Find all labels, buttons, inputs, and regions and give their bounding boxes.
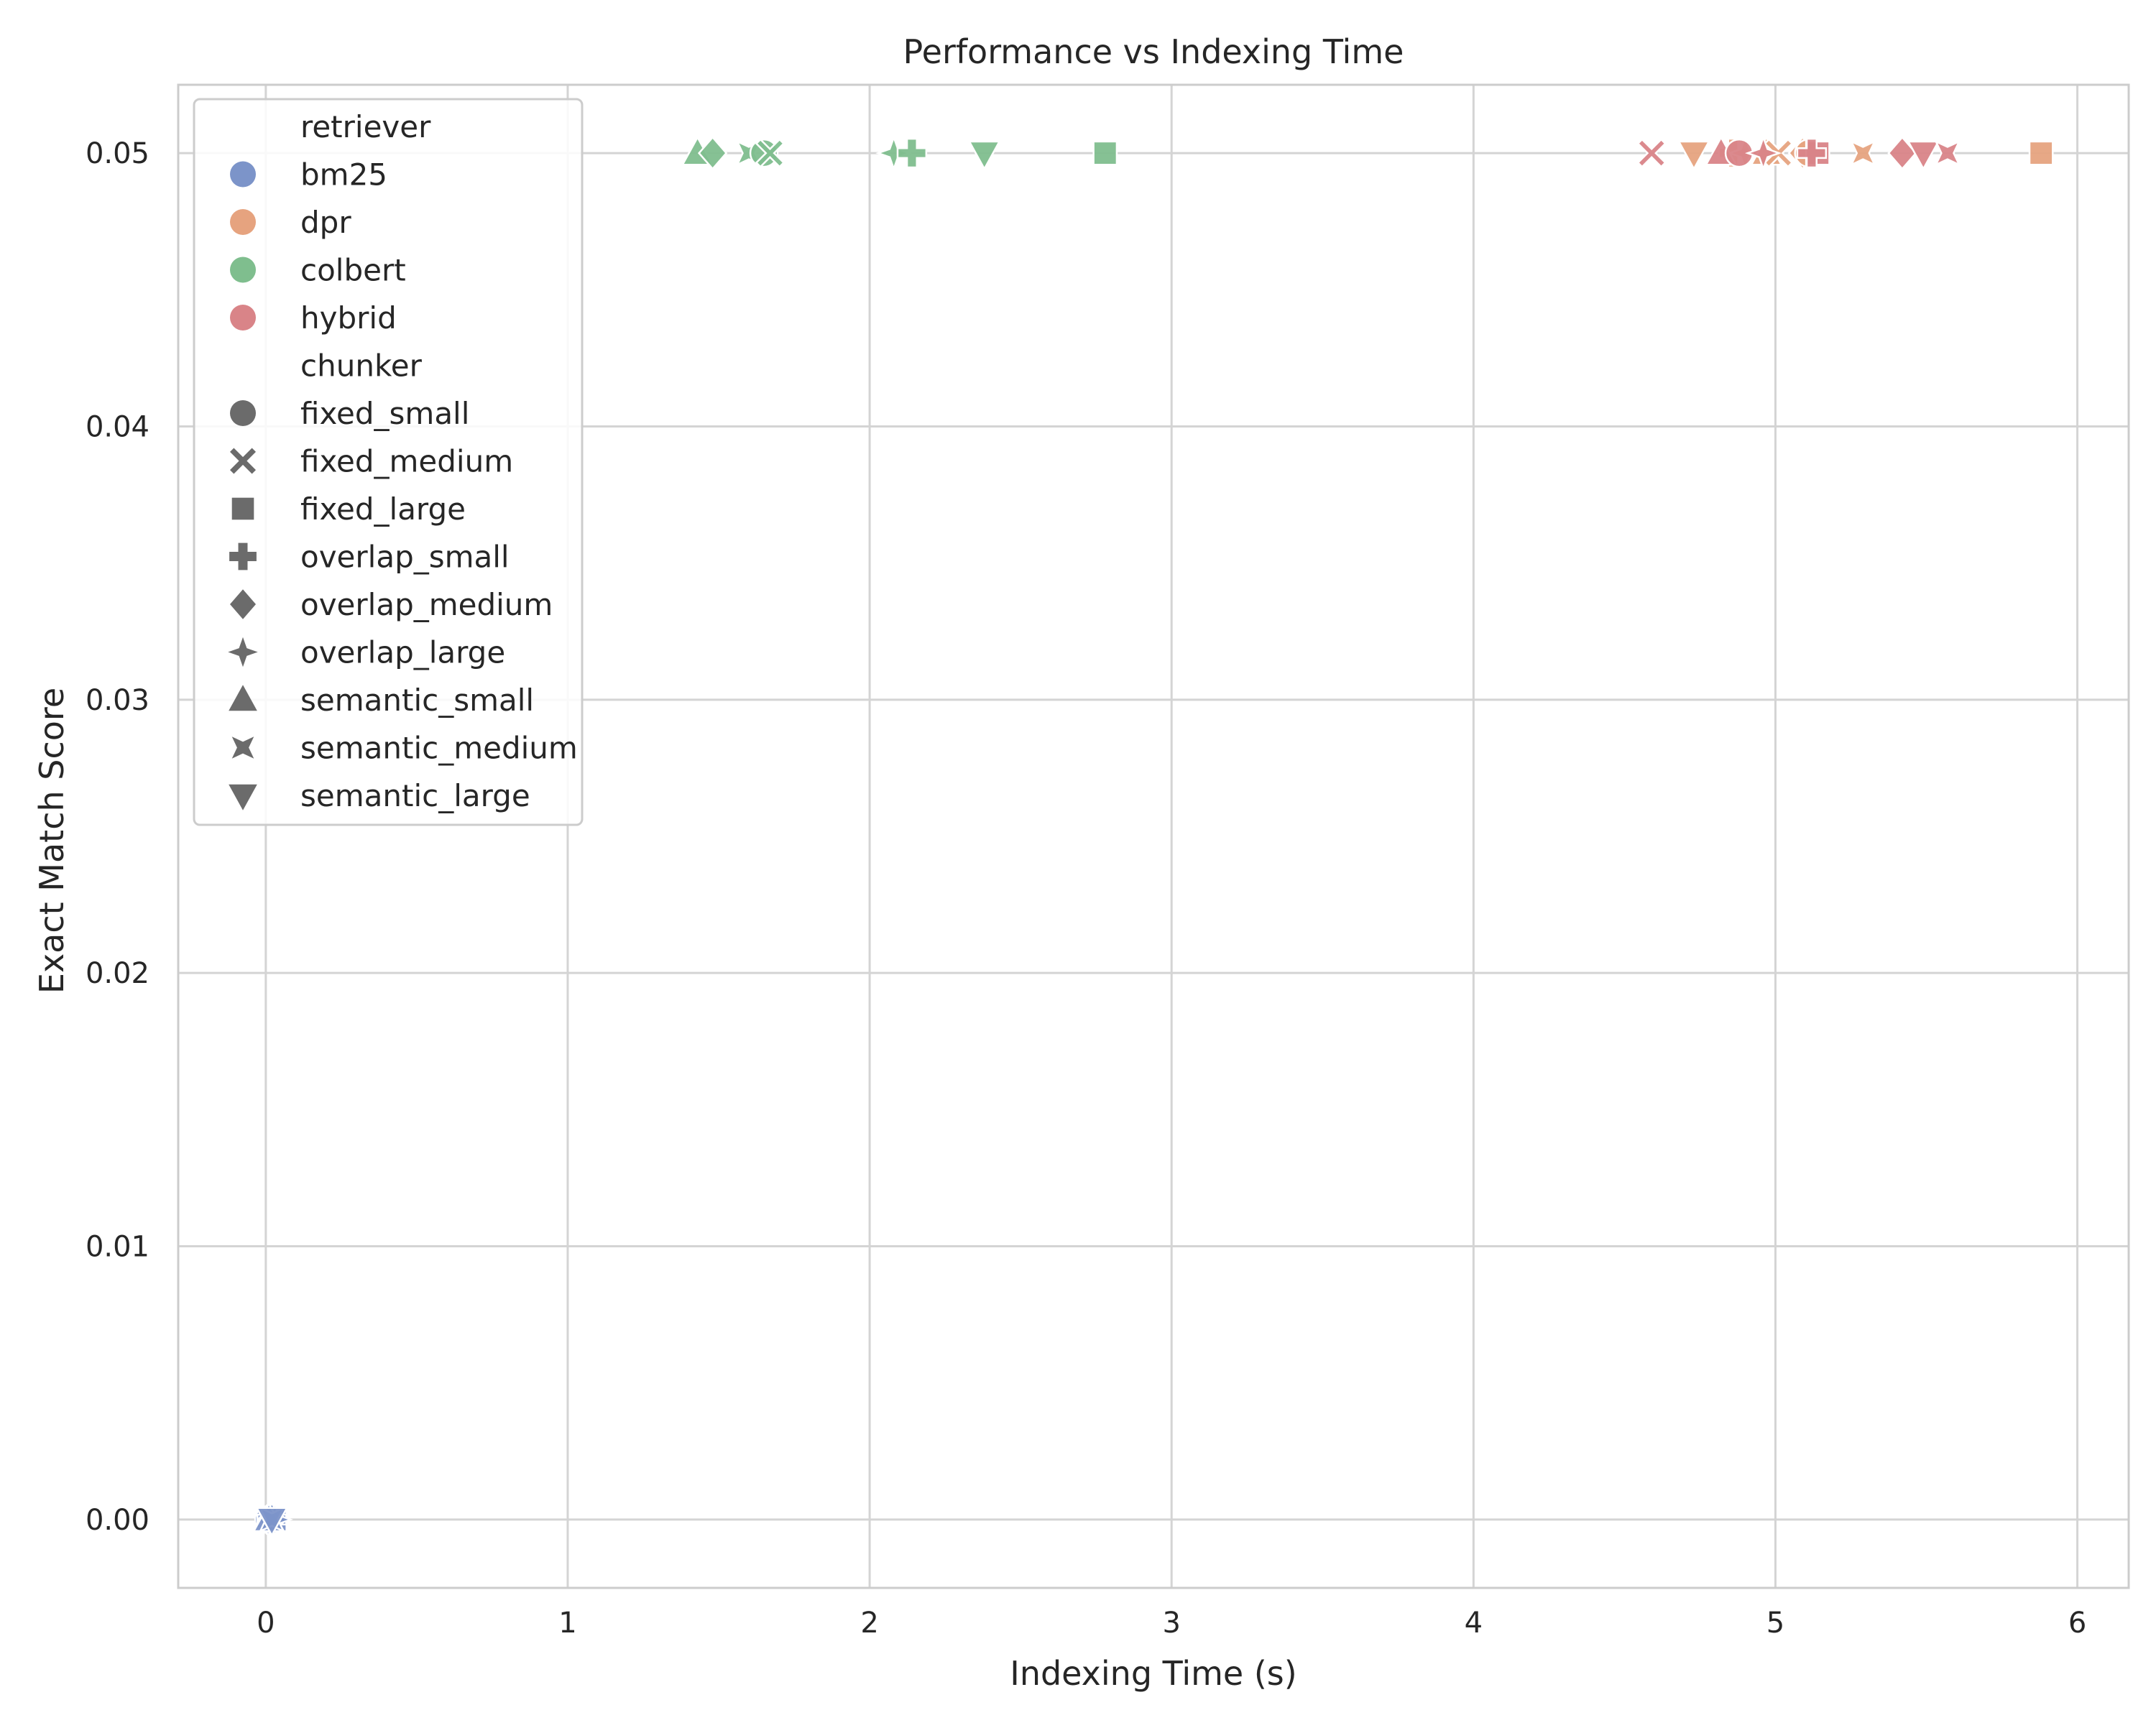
x-tick-label: 4 [1465, 1607, 1483, 1640]
data-point [1907, 140, 1940, 171]
legend-marker [230, 448, 256, 474]
tick-labels: 0 1 2 3 4 5 6 0.00 0.01 0.02 0.03 0.04 0.05 [86, 137, 2086, 1640]
data-point [1092, 140, 1118, 166]
y-tick-label: 0.05 [86, 137, 149, 170]
legend-marker [228, 637, 258, 667]
legend-label: overlap_small [300, 540, 510, 575]
legend-title: chunker [300, 348, 423, 384]
legend-marker [230, 161, 256, 188]
legend-label: bm25 [300, 157, 387, 193]
x-tick-label: 5 [1766, 1607, 1784, 1640]
grid-lines [178, 85, 2129, 1588]
legend-label: semantic_medium [300, 731, 578, 766]
data-points [252, 134, 2054, 1538]
data-point [896, 137, 928, 169]
legend-label: fixed_large [300, 491, 466, 527]
x-tick-label: 6 [2068, 1607, 2086, 1640]
y-tick-label: 0.00 [86, 1504, 149, 1537]
data-point [1677, 140, 1711, 171]
legend-marker [230, 209, 256, 235]
legend-marker [230, 400, 256, 426]
legend-marker [230, 257, 256, 283]
legend-label: fixed_medium [300, 444, 513, 479]
data-point [749, 138, 779, 168]
data-point [755, 138, 786, 168]
data-point [1796, 137, 1828, 169]
legend-marker [230, 305, 256, 331]
legend-label: overlap_medium [300, 587, 553, 622]
legend: retriever bm25 dpr colbert hybrid chunker fixe… [193, 98, 584, 826]
x-tick-label: 3 [1162, 1607, 1180, 1640]
x-tick-label: 0 [257, 1607, 275, 1640]
legend-label: semantic_small [300, 683, 534, 718]
legend-label: colbert [300, 253, 406, 288]
data-point [1849, 139, 1877, 167]
legend-marker [231, 497, 254, 520]
legend-label: fixed_small [300, 396, 469, 431]
legend-marker [229, 685, 257, 711]
legend-label: dpr [300, 205, 351, 240]
legend-marker [229, 784, 257, 810]
x-axis-title: Indexing Time (s) [1010, 1654, 1296, 1693]
legend-box [193, 98, 584, 826]
y-tick-label: 0.03 [86, 684, 149, 717]
plot-frame [177, 83, 2130, 1589]
data-point [2028, 140, 2054, 166]
data-point [967, 140, 1001, 171]
x-tick-label: 2 [860, 1607, 878, 1640]
data-point [255, 1507, 289, 1538]
chart-title: Performance vs Indexing Time [903, 32, 1404, 71]
y-axis-title: Exact Match Score [32, 688, 71, 994]
legend-label: hybrid [300, 300, 397, 336]
y-tick-label: 0.04 [86, 410, 149, 443]
legend-marker [230, 589, 256, 619]
y-tick-label: 0.02 [86, 957, 149, 990]
data-point [1636, 138, 1667, 168]
data-point [697, 136, 728, 170]
legend-label: semantic_large [300, 778, 530, 813]
data-point [1745, 134, 1782, 172]
data-point [1934, 139, 1961, 167]
x-tick-label: 1 [558, 1607, 576, 1640]
legend-marker [229, 542, 257, 570]
legend-title: retriever [300, 109, 431, 144]
y-tick-label: 0.01 [86, 1231, 149, 1264]
legend-marker [231, 736, 254, 759]
legend-label: overlap_large [300, 635, 505, 670]
